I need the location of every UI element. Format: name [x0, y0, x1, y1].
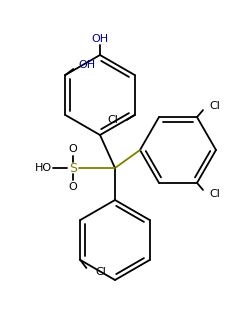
Text: O: O [69, 182, 77, 192]
Text: Cl: Cl [210, 189, 220, 199]
Text: Cl: Cl [107, 115, 118, 125]
Text: OH: OH [79, 60, 96, 70]
Text: S: S [69, 162, 77, 174]
Text: O: O [69, 144, 77, 154]
Text: HO: HO [34, 163, 52, 173]
Text: Cl: Cl [95, 267, 106, 277]
Text: OH: OH [91, 34, 108, 44]
Text: Cl: Cl [210, 101, 220, 111]
